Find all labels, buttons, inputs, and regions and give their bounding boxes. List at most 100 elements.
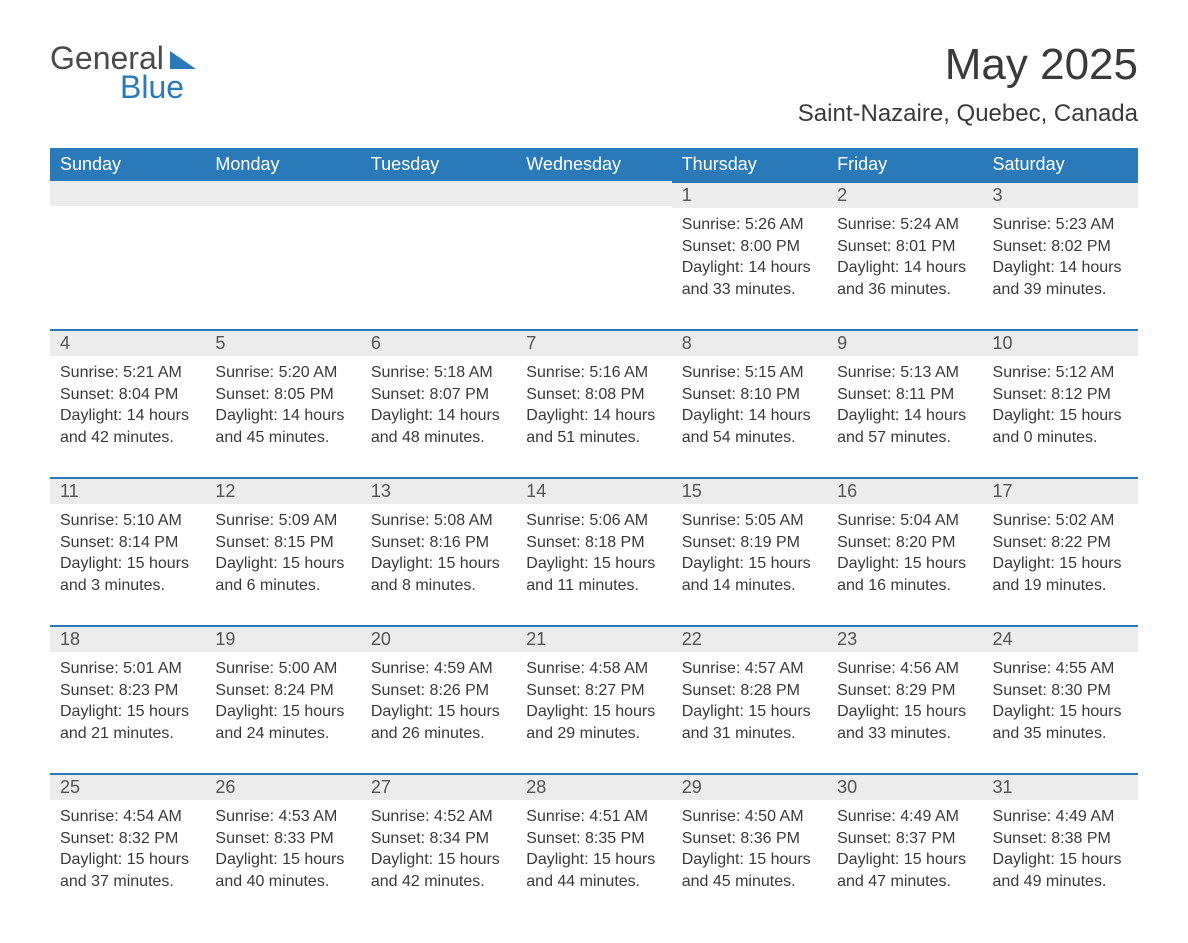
day-body: Sunrise: 4:54 AMSunset: 8:32 PMDaylight:…: [50, 800, 205, 902]
calendar-cell: 29Sunrise: 4:50 AMSunset: 8:36 PMDayligh…: [672, 773, 827, 903]
empty-day-bar: [516, 181, 671, 206]
sunrise-text: Sunrise: 5:00 AM: [215, 658, 350, 680]
sunset-text: Sunset: 8:30 PM: [993, 680, 1128, 702]
day-body: Sunrise: 5:20 AMSunset: 8:05 PMDaylight:…: [205, 356, 360, 458]
calendar-cell: 30Sunrise: 4:49 AMSunset: 8:37 PMDayligh…: [827, 773, 982, 903]
day-number: 13: [361, 477, 516, 504]
calendar-cell: 24Sunrise: 4:55 AMSunset: 8:30 PMDayligh…: [983, 625, 1138, 755]
daylight-text: Daylight: 15 hours and 14 minutes.: [682, 553, 817, 596]
daylight-text: Daylight: 15 hours and 29 minutes.: [526, 701, 661, 744]
sunrise-text: Sunrise: 4:52 AM: [371, 806, 506, 828]
daylight-text: Daylight: 14 hours and 36 minutes.: [837, 257, 972, 300]
calendar-cell: 12Sunrise: 5:09 AMSunset: 8:15 PMDayligh…: [205, 477, 360, 607]
day-body: Sunrise: 5:15 AMSunset: 8:10 PMDaylight:…: [672, 356, 827, 458]
sunset-text: Sunset: 8:24 PM: [215, 680, 350, 702]
calendar-cell: 8Sunrise: 5:15 AMSunset: 8:10 PMDaylight…: [672, 329, 827, 459]
daylight-text: Daylight: 14 hours and 33 minutes.: [682, 257, 817, 300]
day-body: Sunrise: 5:00 AMSunset: 8:24 PMDaylight:…: [205, 652, 360, 754]
sunset-text: Sunset: 8:32 PM: [60, 828, 195, 850]
day-number: 15: [672, 477, 827, 504]
day-number: 11: [50, 477, 205, 504]
day-number: 24: [983, 625, 1138, 652]
sunrise-text: Sunrise: 5:06 AM: [526, 510, 661, 532]
sunrise-text: Sunrise: 4:59 AM: [371, 658, 506, 680]
day-body: Sunrise: 4:51 AMSunset: 8:35 PMDaylight:…: [516, 800, 671, 902]
week-spacer: [50, 459, 1138, 477]
calendar-cell: 16Sunrise: 5:04 AMSunset: 8:20 PMDayligh…: [827, 477, 982, 607]
sunrise-text: Sunrise: 4:58 AM: [526, 658, 661, 680]
location-label: Saint-Nazaire, Quebec, Canada: [798, 100, 1138, 128]
calendar-cell: 26Sunrise: 4:53 AMSunset: 8:33 PMDayligh…: [205, 773, 360, 903]
day-body: Sunrise: 5:01 AMSunset: 8:23 PMDaylight:…: [50, 652, 205, 754]
sunrise-text: Sunrise: 4:54 AM: [60, 806, 195, 828]
sunset-text: Sunset: 8:02 PM: [993, 236, 1128, 258]
day-header: Saturday: [983, 148, 1138, 181]
day-number: 10: [983, 329, 1138, 356]
daylight-text: Daylight: 14 hours and 57 minutes.: [837, 405, 972, 448]
sunrise-text: Sunrise: 4:50 AM: [682, 806, 817, 828]
daylight-text: Daylight: 15 hours and 8 minutes.: [371, 553, 506, 596]
calendar-cell: [516, 181, 671, 311]
sunset-text: Sunset: 8:12 PM: [993, 384, 1128, 406]
day-number: 2: [827, 181, 982, 208]
day-number: 16: [827, 477, 982, 504]
day-body: Sunrise: 5:10 AMSunset: 8:14 PMDaylight:…: [50, 504, 205, 606]
day-number: 1: [672, 181, 827, 208]
sunrise-text: Sunrise: 5:05 AM: [682, 510, 817, 532]
day-body: Sunrise: 5:18 AMSunset: 8:07 PMDaylight:…: [361, 356, 516, 458]
week-spacer: [50, 755, 1138, 773]
day-number: 19: [205, 625, 360, 652]
calendar-cell: 13Sunrise: 5:08 AMSunset: 8:16 PMDayligh…: [361, 477, 516, 607]
sunset-text: Sunset: 8:20 PM: [837, 532, 972, 554]
sunset-text: Sunset: 8:08 PM: [526, 384, 661, 406]
sunset-text: Sunset: 8:34 PM: [371, 828, 506, 850]
sunset-text: Sunset: 8:11 PM: [837, 384, 972, 406]
sunrise-text: Sunrise: 4:49 AM: [837, 806, 972, 828]
day-number: 12: [205, 477, 360, 504]
sunrise-text: Sunrise: 5:13 AM: [837, 362, 972, 384]
daylight-text: Daylight: 15 hours and 45 minutes.: [682, 849, 817, 892]
daylight-text: Daylight: 14 hours and 51 minutes.: [526, 405, 661, 448]
calendar-cell: 21Sunrise: 4:58 AMSunset: 8:27 PMDayligh…: [516, 625, 671, 755]
sunrise-text: Sunrise: 4:51 AM: [526, 806, 661, 828]
calendar-cell: 19Sunrise: 5:00 AMSunset: 8:24 PMDayligh…: [205, 625, 360, 755]
day-body: Sunrise: 5:23 AMSunset: 8:02 PMDaylight:…: [983, 208, 1138, 310]
daylight-text: Daylight: 15 hours and 19 minutes.: [993, 553, 1128, 596]
day-number: 30: [827, 773, 982, 800]
logo-triangle-icon: [170, 51, 196, 69]
day-number: 17: [983, 477, 1138, 504]
daylight-text: Daylight: 14 hours and 45 minutes.: [215, 405, 350, 448]
daylight-text: Daylight: 15 hours and 16 minutes.: [837, 553, 972, 596]
daylight-text: Daylight: 14 hours and 42 minutes.: [60, 405, 195, 448]
daylight-text: Daylight: 14 hours and 48 minutes.: [371, 405, 506, 448]
empty-day-bar: [205, 181, 360, 206]
calendar-cell: 15 Sunrise: 5:05 AMSunset: 8:19 PMDayligh…: [672, 477, 827, 607]
sunset-text: Sunset: 8:22 PM: [993, 532, 1128, 554]
calendar-cell: 9Sunrise: 5:13 AMSunset: 8:11 PMDaylight…: [827, 329, 982, 459]
daylight-text: Daylight: 15 hours and 42 minutes.: [371, 849, 506, 892]
sunrise-text: Sunrise: 5:02 AM: [993, 510, 1128, 532]
daylight-text: Daylight: 14 hours and 39 minutes.: [993, 257, 1128, 300]
sunrise-text: Sunrise: 5:08 AM: [371, 510, 506, 532]
calendar-week-row: 1Sunrise: 5:26 AMSunset: 8:00 PMDaylight…: [50, 181, 1138, 311]
daylight-text: Daylight: 14 hours and 54 minutes.: [682, 405, 817, 448]
daylight-text: Daylight: 15 hours and 33 minutes.: [837, 701, 972, 744]
day-number: 9: [827, 329, 982, 356]
daylight-text: Daylight: 15 hours and 35 minutes.: [993, 701, 1128, 744]
sunset-text: Sunset: 8:07 PM: [371, 384, 506, 406]
sunset-text: Sunset: 8:29 PM: [837, 680, 972, 702]
day-number: 23: [827, 625, 982, 652]
daylight-text: Daylight: 15 hours and 3 minutes.: [60, 553, 195, 596]
daylight-text: Daylight: 15 hours and 26 minutes.: [371, 701, 506, 744]
daylight-text: Daylight: 15 hours and 47 minutes.: [837, 849, 972, 892]
sunset-text: Sunset: 8:19 PM: [682, 532, 817, 554]
day-number: 25: [50, 773, 205, 800]
week-spacer: [50, 607, 1138, 625]
day-number: 5: [205, 329, 360, 356]
sunset-text: Sunset: 8:18 PM: [526, 532, 661, 554]
sunset-text: Sunset: 8:10 PM: [682, 384, 817, 406]
sunrise-text: Sunrise: 5:26 AM: [682, 214, 817, 236]
day-body: Sunrise: 5:13 AMSunset: 8:11 PMDaylight:…: [827, 356, 982, 458]
calendar-cell: 17 Sunrise: 5:02 AMSunset: 8:22 PMDayligh…: [983, 477, 1138, 607]
calendar-cell: 1Sunrise: 5:26 AMSunset: 8:00 PMDaylight…: [672, 181, 827, 311]
